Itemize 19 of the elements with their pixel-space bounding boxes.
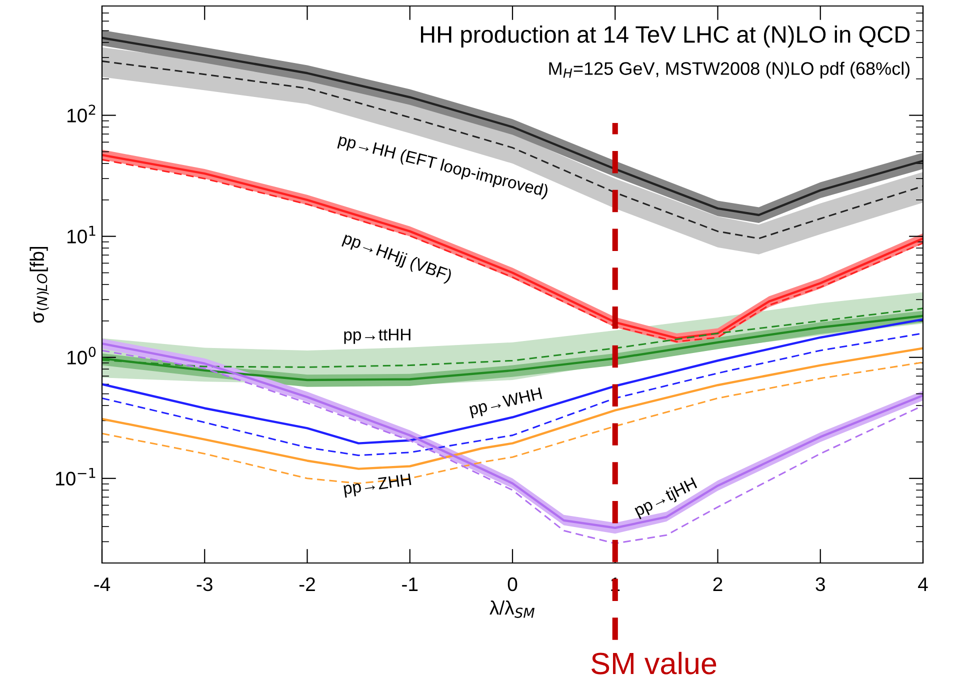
x-tick-label: 0 [508, 577, 518, 592]
text: pp→ZHH [343, 474, 412, 498]
y-tick-label: 10$^{2}$ [68, 104, 96, 122]
text: pp→ttHH [344, 328, 410, 344]
x-tick-label: -2 [299, 577, 315, 591]
y-tick-label: 10$^{0}$ [68, 346, 96, 364]
x-tick-label: 2 [713, 577, 722, 591]
y-tick-label: 10$^{1}$ [68, 226, 96, 244]
x-tick-label: -4 [94, 578, 110, 591]
text: M$_{H}$=125 GeV, MSTW2008 (N)LO pdf (68%cl) [549, 62, 910, 79]
x-tick-label: -1 [402, 578, 418, 591]
x-tick-label: -3 [196, 577, 212, 592]
y-tick-label: 10$^{−1}$ [56, 468, 96, 486]
x-tick-label: 3 [816, 577, 825, 592]
y-axis-title: σ$_{(N)LO}$[fb] [30, 247, 49, 323]
x-tick-label: 4 [918, 578, 928, 591]
ref-line-label: SM value [592, 652, 716, 674]
text: HH production at 14 TeV LHC at (N)LO in QCD [420, 25, 910, 48]
x-axis-title: λ/λ$_{SM}$ [490, 600, 535, 618]
